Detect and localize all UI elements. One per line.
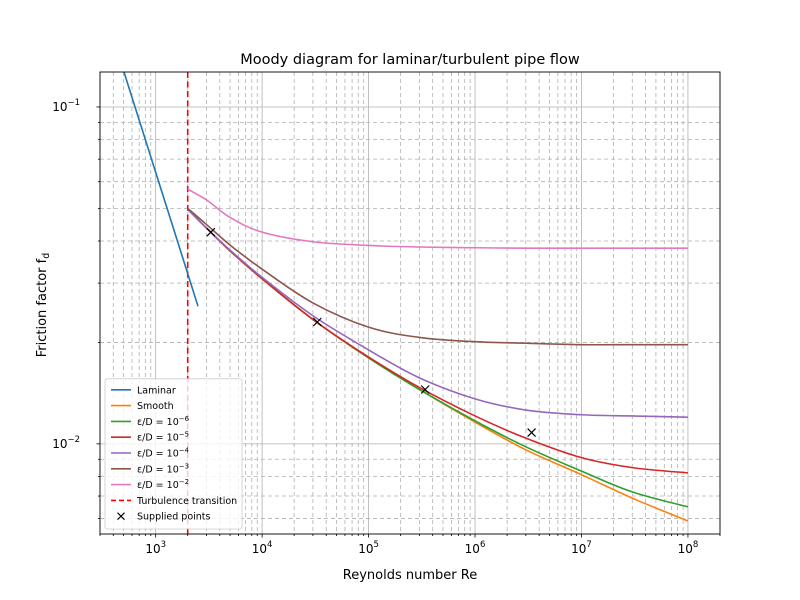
series-layer bbox=[123, 72, 689, 534]
supplied-point-marker bbox=[527, 428, 537, 438]
y-axis-label: Friction factor fd bbox=[35, 253, 52, 358]
legend-entry-supplied-points: Supplied points bbox=[117, 512, 211, 523]
legend-entry-laminar: Laminar bbox=[111, 385, 176, 396]
series-line-d-10-2 bbox=[187, 188, 688, 249]
y-tick-label: 10−1 bbox=[52, 98, 80, 114]
legend-label: ε/D = 10−5 bbox=[137, 431, 189, 444]
legend-entry-turbulence-transition: Turbulence transition bbox=[111, 496, 237, 507]
legend-entry-d-10-4: ε/D = 10−4 bbox=[111, 447, 190, 460]
series-line-d-10-3 bbox=[187, 207, 688, 346]
legend: Laminar Smooth ε/D = 10−6 ε/D = 10−5 ε/D = 1… bbox=[104, 378, 243, 530]
legend-entry-smooth: Smooth bbox=[111, 401, 174, 412]
x-tick-label: 107 bbox=[571, 540, 592, 556]
legend-label: ε/D = 10−4 bbox=[137, 447, 190, 460]
legend-box bbox=[104, 378, 243, 530]
legend-swatch bbox=[117, 512, 125, 521]
series-line-d-10-4 bbox=[187, 208, 688, 418]
legend-entry-d-10-2: ε/D = 10−2 bbox=[111, 478, 189, 491]
x-tick-label: 103 bbox=[145, 540, 166, 556]
y-axis: 10−2 10−1 bbox=[52, 98, 100, 519]
legend-label: ε/D = 10−6 bbox=[137, 415, 190, 428]
x-tick-label: 108 bbox=[678, 540, 699, 556]
legend-label: Turbulence transition bbox=[136, 496, 237, 507]
legend-label: Laminar bbox=[137, 385, 176, 396]
chart-title: Moody diagram for laminar/turbulent pipe… bbox=[240, 52, 580, 68]
x-axis: 103 104 105 106 107 108 bbox=[99, 534, 721, 556]
x-axis-label: Reynolds number Re bbox=[343, 568, 477, 583]
supplied-point-marker bbox=[312, 317, 322, 327]
x-tick-label: 106 bbox=[465, 540, 486, 556]
supplied-point-marker bbox=[420, 385, 430, 394]
axes-frame bbox=[99, 71, 721, 535]
supplied-point-marker bbox=[206, 227, 216, 237]
x-tick-label: 104 bbox=[252, 540, 273, 556]
y-tick-label: 10−2 bbox=[52, 435, 80, 451]
legend-entry-d-10-3: ε/D = 10−3 bbox=[111, 462, 189, 475]
legend-label: ε/D = 10−3 bbox=[137, 462, 189, 475]
supplied-points bbox=[206, 227, 537, 438]
legend-entry-d-10-5: ε/D = 10−5 bbox=[111, 431, 189, 444]
legend-label: Smooth bbox=[137, 401, 174, 412]
legend-label: ε/D = 10−2 bbox=[137, 478, 189, 491]
series-line-laminar bbox=[123, 72, 199, 307]
legend-entry-d-10-6: ε/D = 10−6 bbox=[111, 415, 190, 428]
x-tick-label: 105 bbox=[358, 540, 379, 556]
legend-label: Supplied points bbox=[137, 512, 211, 523]
